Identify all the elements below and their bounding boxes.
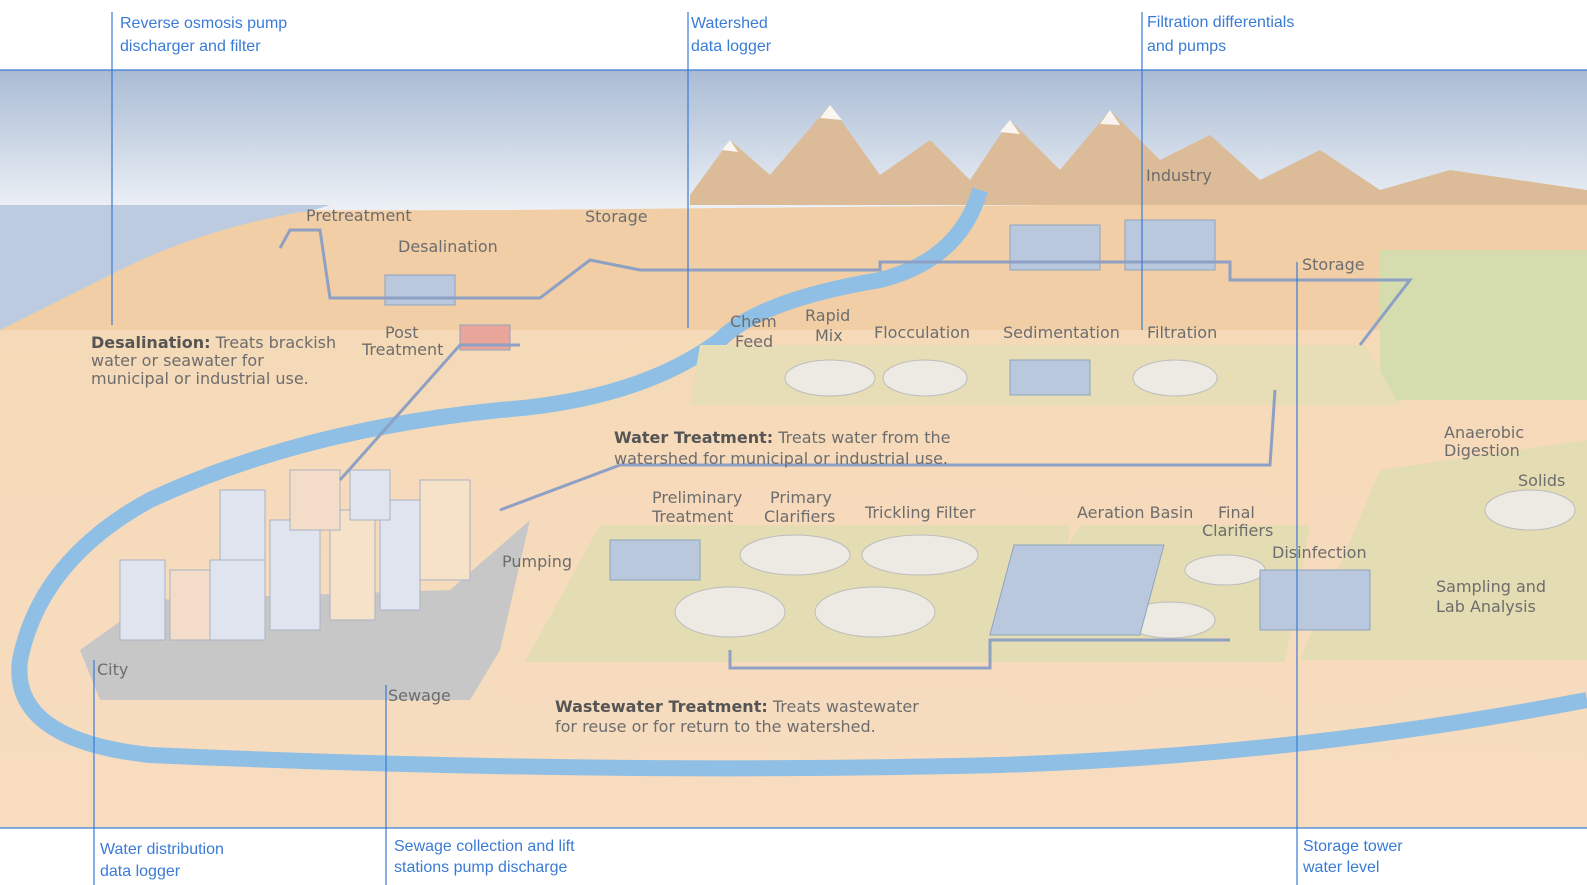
label: Sedimentation [1003,323,1120,342]
description-title: Water Treatment: [614,428,773,447]
label: Filtration [1147,323,1217,342]
label: Mix [815,326,843,345]
fields [1380,250,1587,400]
label: Storage [585,207,648,226]
callout-text: discharger and filter [120,38,261,55]
label: Lab Analysis [1436,597,1536,616]
callout-text: data logger [691,38,772,55]
description-text: municipal or industrial use. [91,369,309,388]
description: Wastewater Treatment: Treats wastewater [555,697,919,716]
callout-text: data logger [100,863,181,880]
callout-text: Storage tower [1303,838,1403,855]
label: City [97,660,128,679]
label: Pretreatment [306,206,412,225]
callout-text: stations pump discharge [394,859,568,876]
label: Chem [730,312,777,331]
label: Treatment [361,340,443,359]
label: Solids [1518,471,1565,490]
description-text: watershed for municipal or industrial us… [614,449,948,468]
callout-text: Watershed [691,15,768,32]
description-text: Treats wastewater [772,697,919,716]
callout-text: Water distribution [100,841,224,858]
description-text: Treats water from the [777,428,950,447]
label: Pumping [502,552,572,571]
description-text: for reuse or for return to the watershed… [555,717,876,736]
label: Sampling and [1436,577,1546,596]
label: Clarifiers [764,507,835,526]
label: Digestion [1444,441,1520,460]
label: Primary [770,488,832,507]
label: Treatment [651,507,733,526]
description: Water Treatment: Treats water from the [614,428,950,447]
callout-text: and pumps [1147,38,1226,55]
description-title: Desalination: [91,333,211,352]
description: Desalination: Treats brackish [91,333,336,352]
label: Disinfection [1272,543,1367,562]
label: Final [1218,503,1255,522]
label: Flocculation [874,323,970,342]
callout-text: Reverse osmosis pump [120,15,287,32]
description-title: Wastewater Treatment: [555,697,768,716]
label: Sewage [388,686,451,705]
label: Trickling Filter [864,503,976,522]
callout-text: water level [1302,859,1379,876]
callout-text: Sewage collection and lift [394,838,575,855]
label: Anaerobic [1444,423,1524,442]
label: Clarifiers [1202,521,1273,540]
label: Feed [735,332,773,351]
callout-text: Filtration differentials [1147,14,1294,31]
description-text: Treats brackish [215,333,337,352]
page: Reverse osmosis pump discharger and filt… [0,0,1587,885]
label: Desalination [398,237,498,256]
label: Aeration Basin [1077,503,1193,522]
label: Industry [1146,166,1212,185]
description-text: water or seawater for [91,351,264,370]
label: Preliminary [652,488,742,507]
label: Storage [1302,255,1365,274]
label: Rapid [805,306,850,325]
